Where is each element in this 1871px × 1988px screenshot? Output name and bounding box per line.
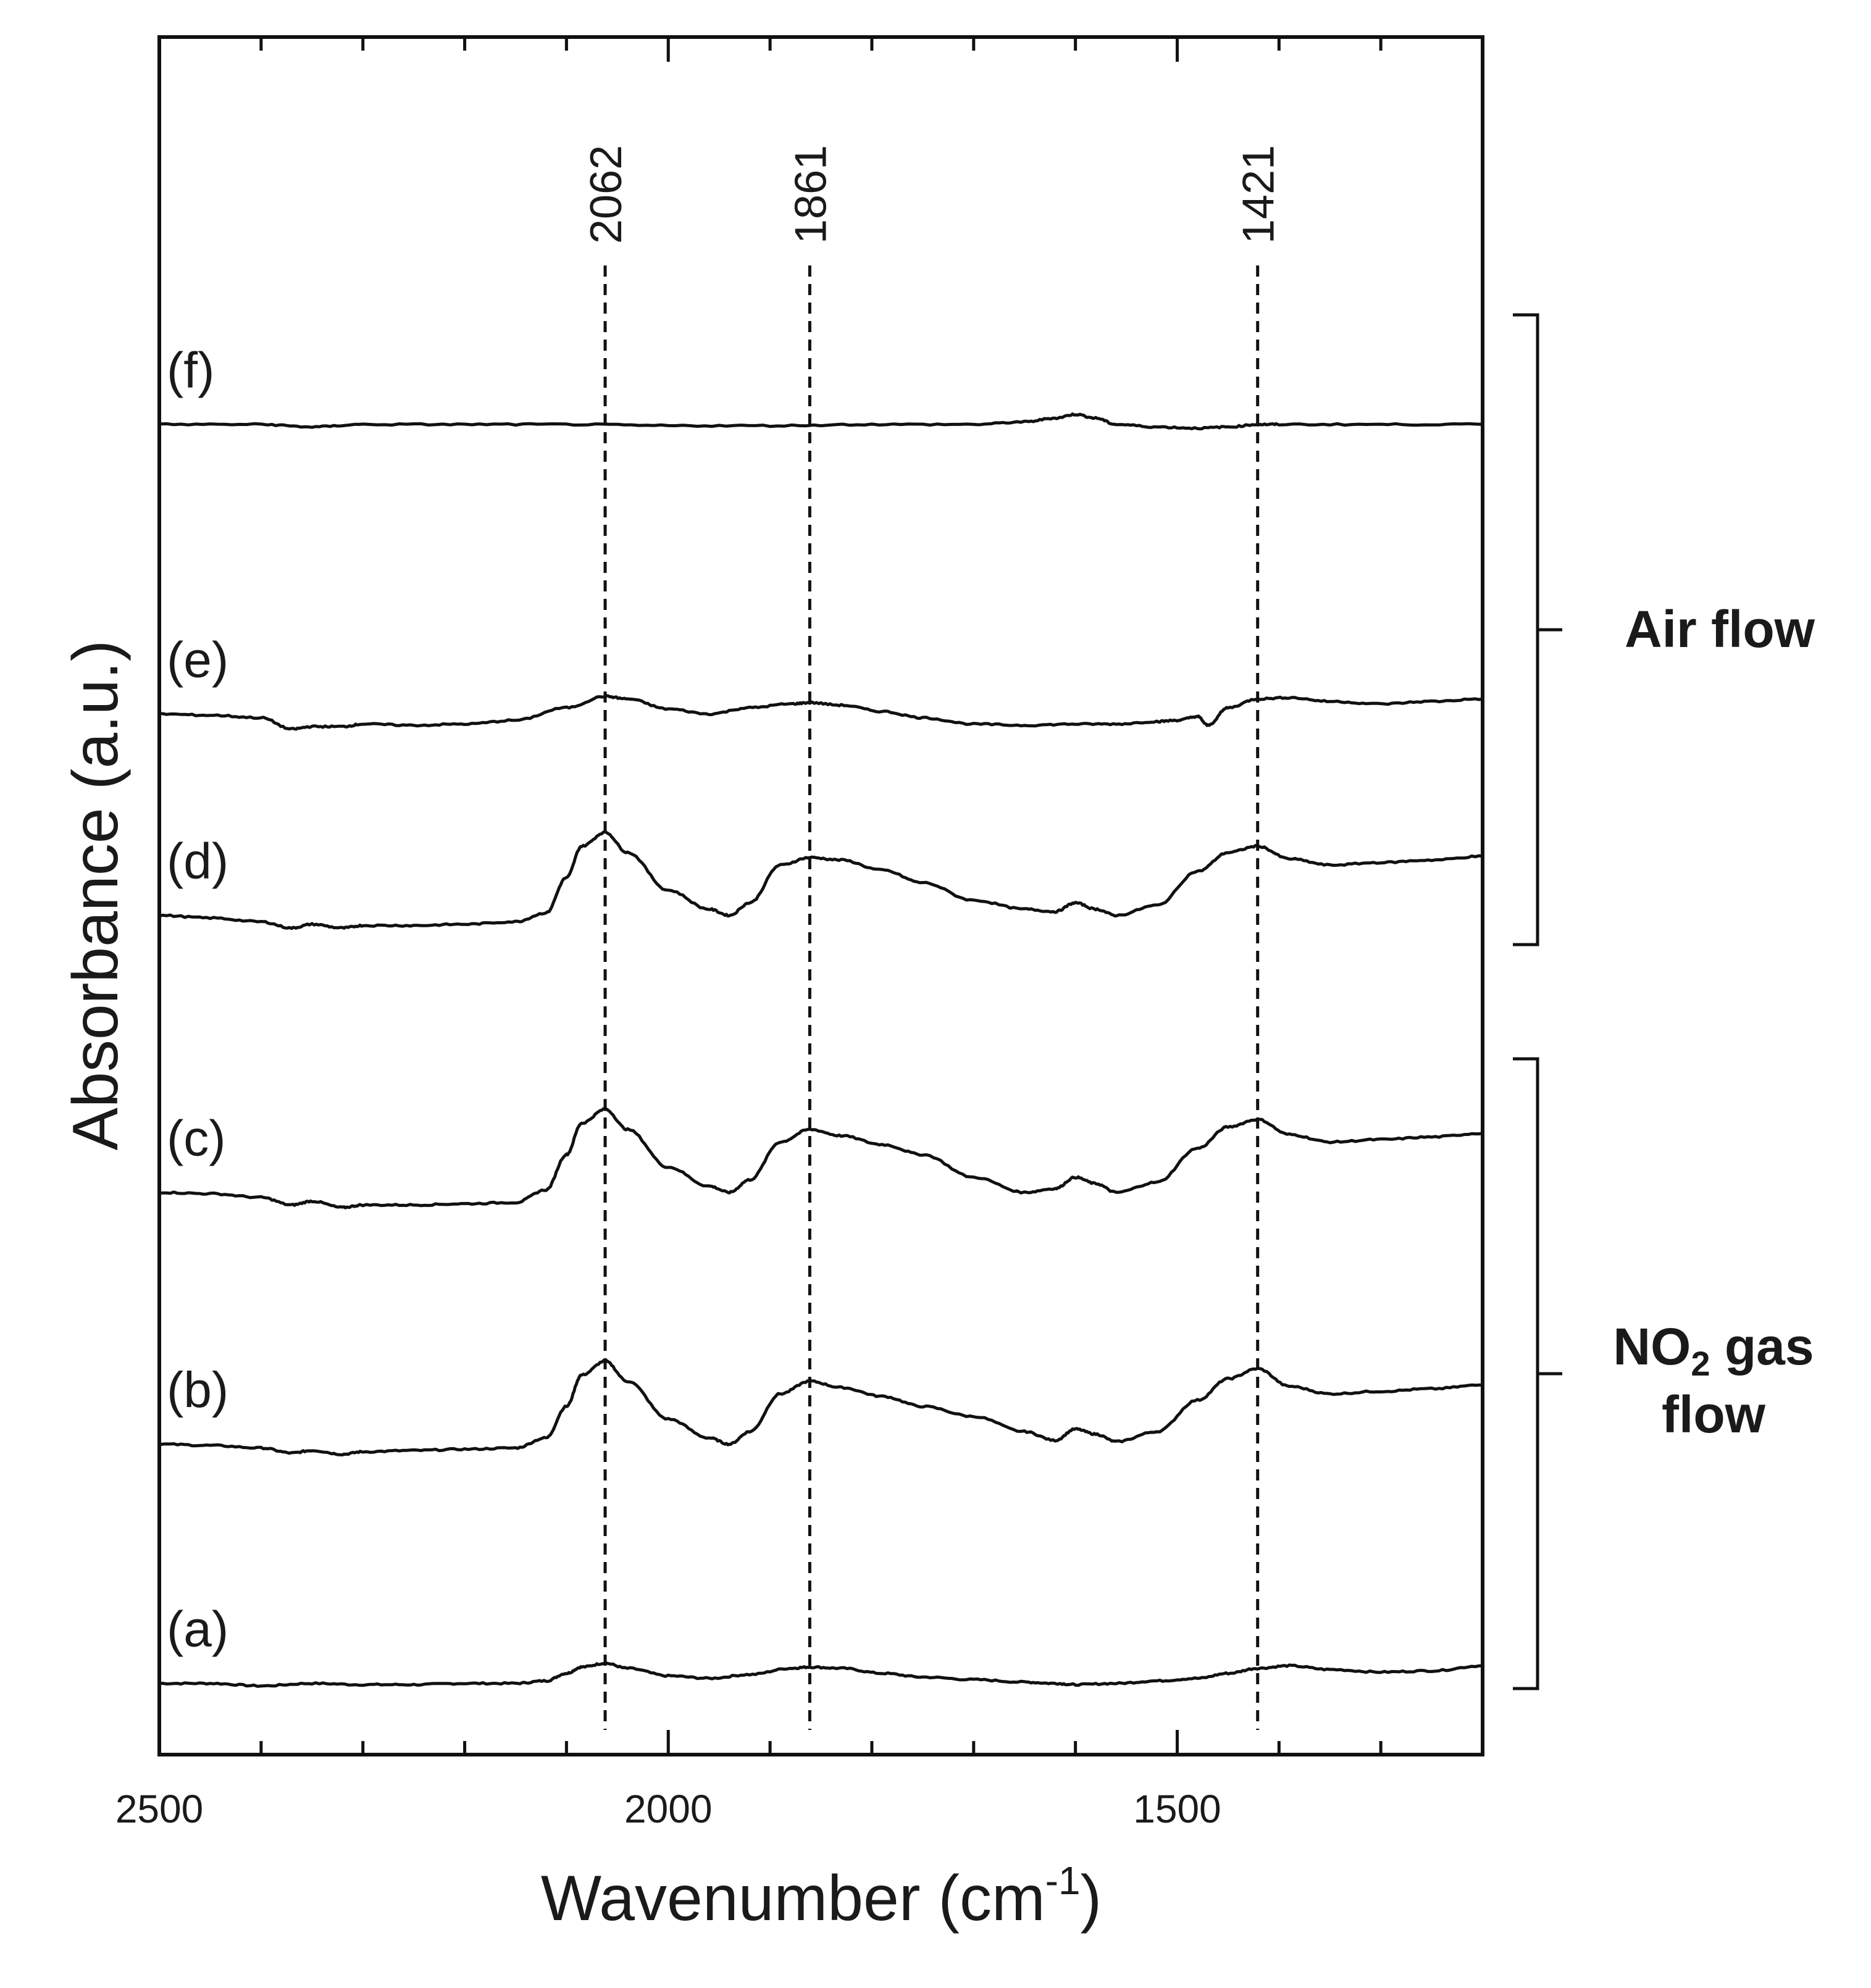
series-label: (c): [167, 1110, 226, 1166]
x-tick-label: 2500: [115, 1787, 203, 1831]
x-axis-title: Wavenumber (cm-1): [541, 1858, 1102, 1934]
series-label: (f): [167, 342, 214, 398]
group-bracket: [1513, 1057, 1539, 1690]
x-tick-label: 2000: [624, 1787, 712, 1831]
group-label-no2-flow-line2: flow: [1662, 1385, 1766, 1443]
peak-label: 1861: [786, 145, 835, 244]
series-label: (e): [167, 632, 228, 688]
y-axis-title: Absorbance (a.u.): [60, 640, 132, 1151]
spectra-series: [159, 412, 1483, 1688]
series-line: [159, 412, 1483, 431]
series-label: (b): [167, 1362, 228, 1418]
series-label: (a): [167, 1602, 228, 1658]
group-label-air-flow: Air flow: [1625, 600, 1815, 658]
plot-frame: [157, 35, 1484, 1756]
x-axis-ticks: 2500 2000 1500: [115, 37, 1484, 1831]
group-bracket: [1513, 313, 1539, 946]
series-labels: (a) (b) (c) (d) (e) (f): [167, 342, 228, 1657]
x-tick-label: 1500: [1133, 1787, 1221, 1831]
series-line: [159, 1107, 1483, 1209]
peak-label: 2062: [582, 145, 631, 244]
series-line: [159, 694, 1483, 731]
peak-label: 1421: [1234, 145, 1284, 244]
group-label-no2-gas-flow: NO2 gas: [1613, 1318, 1814, 1383]
series-line: [159, 1661, 1483, 1688]
peak-reference-lines: 2062 1861 1421: [582, 145, 1284, 1730]
group-brackets: [1513, 313, 1562, 1690]
series-label: (d): [167, 833, 228, 890]
series-line: [159, 1359, 1483, 1456]
series-line: [159, 830, 1483, 930]
